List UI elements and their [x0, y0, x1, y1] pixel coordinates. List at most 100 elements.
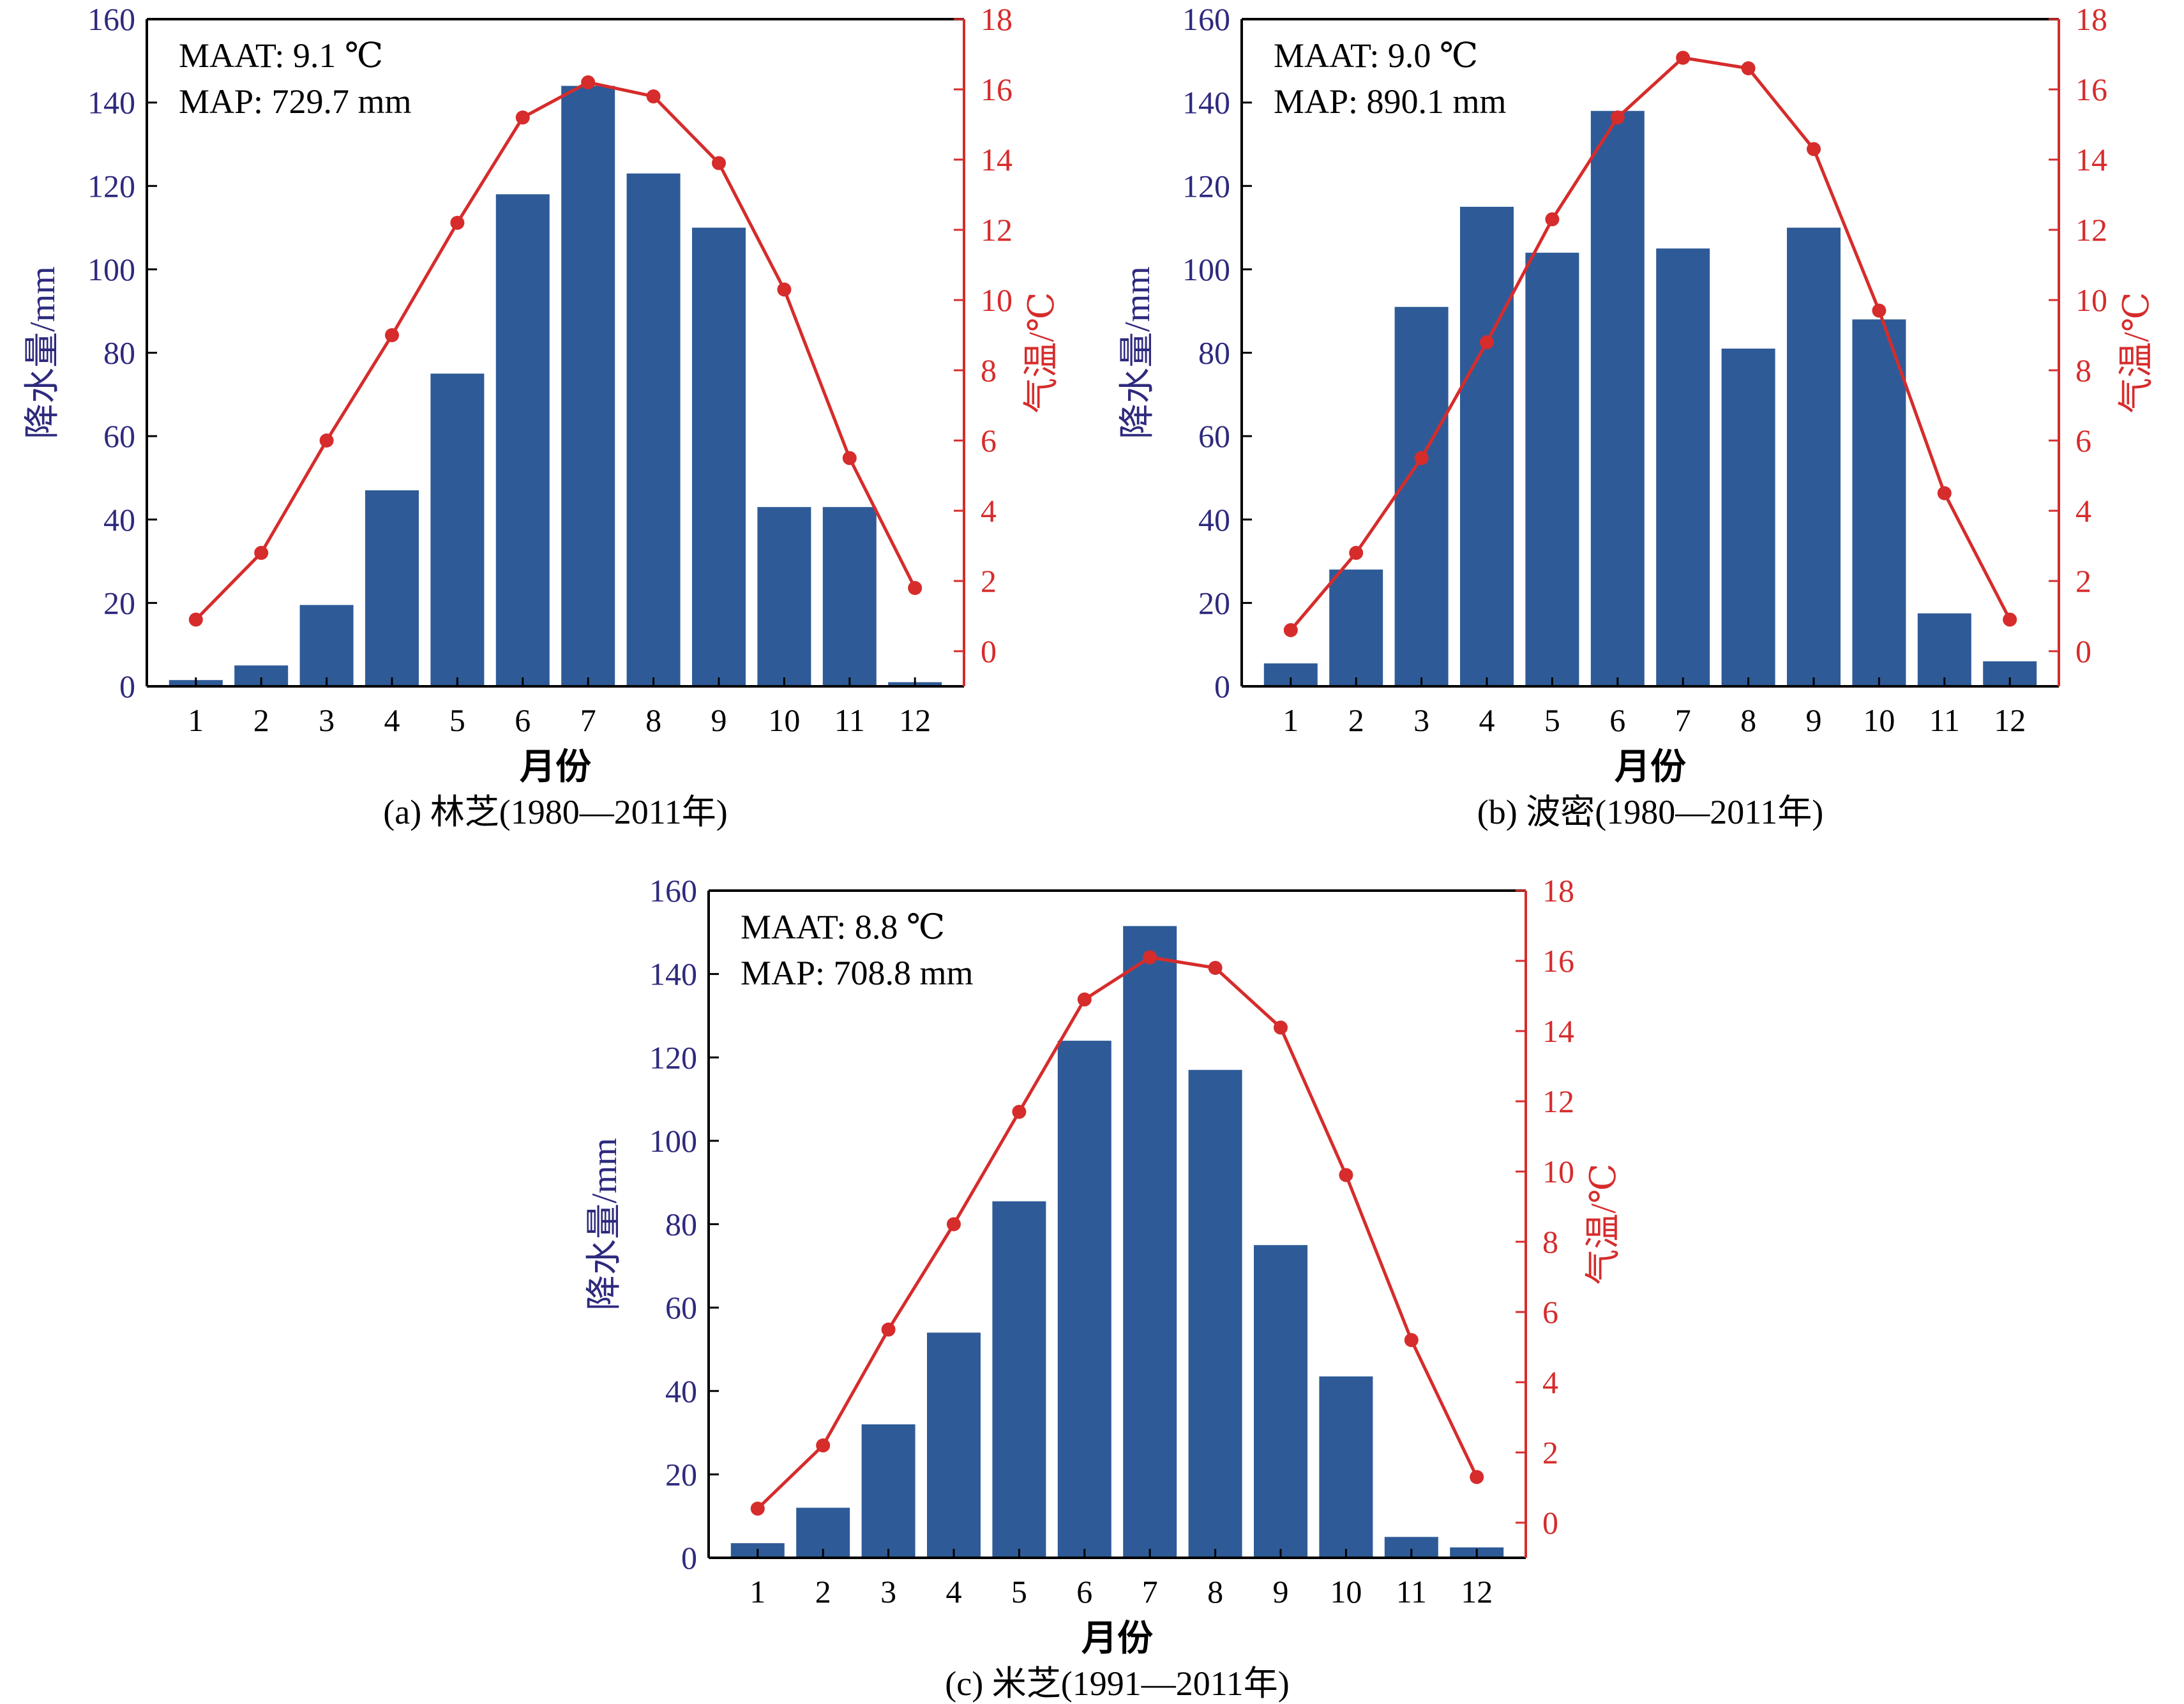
right-tick-label: 18: [2075, 1, 2107, 37]
temperature-point: [881, 1322, 896, 1337]
annotation-text: MAAT: 9.1 ℃: [179, 36, 383, 75]
right-tick-label: 0: [1542, 1505, 1558, 1541]
x-tick-label: 8: [1740, 702, 1756, 738]
temperature-point: [515, 110, 530, 124]
temperature-point: [1470, 1470, 1484, 1484]
temperature-point: [1077, 992, 1092, 1007]
left-tick-label: 100: [87, 252, 135, 287]
temperature-point: [777, 282, 792, 297]
panel-caption: (c) 米芝(1991—2011年): [945, 1664, 1289, 1703]
right-tick-label: 4: [981, 493, 997, 529]
temperature-point: [712, 156, 726, 170]
x-tick-label: 6: [1609, 702, 1625, 738]
left-tick-label: 120: [649, 1039, 697, 1075]
left-tick-label: 0: [119, 668, 135, 704]
left-axis-title: 降水量/mm: [23, 266, 63, 439]
temperature-point: [908, 581, 923, 595]
left-tick-label: 0: [681, 1540, 697, 1576]
temperature-point: [1480, 335, 1494, 349]
temperature-point: [1143, 950, 1157, 965]
left-tick-label: 40: [665, 1373, 697, 1409]
annotation-text: MAP: 890.1 mm: [1274, 82, 1507, 121]
left-tick-label: 140: [87, 85, 135, 121]
precip-bar: [1787, 227, 1841, 687]
left-tick-label: 100: [649, 1123, 697, 1159]
right-tick-label: 14: [981, 142, 1013, 177]
temperature-point: [750, 1502, 765, 1516]
x-tick-label: 10: [1863, 702, 1895, 738]
temperature-point: [646, 89, 661, 103]
temperature-point: [319, 434, 334, 448]
precip-bar: [1254, 1245, 1307, 1558]
precip-bar: [365, 490, 419, 686]
annotation-text: MAAT: 8.8 ℃: [741, 908, 945, 946]
precip-bar: [1329, 569, 1383, 686]
temperature-point: [1545, 212, 1560, 227]
precip-bar: [1917, 613, 1971, 686]
x-tick-label: 10: [1330, 1574, 1362, 1610]
x-tick-label: 2: [1348, 702, 1364, 738]
right-axis-title: 气温/℃: [1022, 292, 1062, 413]
temperature-point: [1404, 1333, 1419, 1347]
left-tick-label: 120: [1182, 168, 1230, 204]
temperature-point: [1012, 1105, 1027, 1119]
x-tick-label: 1: [1283, 702, 1299, 738]
right-tick-label: 12: [1542, 1083, 1574, 1119]
precip-bar: [1057, 1041, 1111, 1558]
x-tick-label: 4: [384, 702, 400, 738]
precip-bar: [1123, 926, 1177, 1558]
left-axis-title: 降水量/mm: [1118, 266, 1157, 439]
left-tick-label: 140: [1182, 85, 1230, 121]
x-tick-label: 5: [1011, 1574, 1027, 1610]
x-tick-label: 7: [1675, 702, 1691, 738]
left-tick-label: 80: [665, 1207, 697, 1242]
temperature-point: [1283, 623, 1298, 637]
precip-bar: [1188, 1069, 1242, 1558]
temperature-point: [1208, 961, 1223, 975]
precip-bar: [430, 373, 485, 686]
right-tick-label: 18: [981, 1, 1013, 37]
x-tick-label: 3: [880, 1574, 896, 1610]
right-tick-label: 14: [1542, 1013, 1574, 1049]
left-tick-label: 140: [649, 956, 697, 992]
precip-bar: [1721, 349, 1775, 686]
temperature-point: [581, 75, 596, 89]
x-tick-label: 12: [1461, 1574, 1493, 1610]
x-tick-label: 12: [1994, 702, 2026, 738]
left-tick-label: 20: [665, 1456, 697, 1492]
x-tick-label: 9: [1273, 1574, 1289, 1610]
x-tick-label: 1: [188, 702, 204, 738]
x-tick-label: 10: [768, 702, 800, 738]
left-tick-label: 60: [665, 1290, 697, 1325]
left-tick-label: 160: [649, 873, 697, 909]
right-tick-label: 16: [2075, 72, 2107, 107]
right-tick-label: 14: [2075, 142, 2107, 177]
temperature-point: [1274, 1020, 1288, 1035]
left-tick-label: 0: [1214, 668, 1230, 704]
left-tick-label: 20: [103, 585, 135, 621]
temperature-point: [2003, 612, 2017, 627]
panel-caption: (b) 波密(1980—2011年): [1477, 793, 1823, 831]
right-tick-label: 12: [981, 212, 1013, 248]
temperature-point: [842, 451, 857, 465]
temperature-line: [195, 80, 917, 621]
precip-bar: [992, 1201, 1046, 1558]
x-tick-label: 7: [580, 702, 596, 738]
x-tick-label: 4: [946, 1574, 962, 1610]
temperature-point: [947, 1217, 961, 1232]
precip-bar: [1525, 252, 1579, 687]
precip-bar: [1394, 306, 1449, 686]
right-tick-label: 10: [1542, 1154, 1574, 1189]
x-tick-label: 11: [1396, 1574, 1427, 1610]
right-tick-label: 10: [981, 282, 1013, 318]
left-axis-title: 降水量/mm: [585, 1138, 624, 1311]
right-tick-label: 6: [981, 423, 997, 458]
x-tick-label: 8: [645, 702, 661, 738]
left-tick-label: 160: [87, 1, 135, 37]
left-tick-label: 40: [103, 502, 135, 538]
left-tick-label: 60: [103, 418, 135, 454]
right-tick-label: 2: [981, 563, 997, 599]
x-tick-label: 11: [1929, 702, 1960, 738]
left-tick-label: 20: [1198, 585, 1230, 621]
x-tick-label: 6: [515, 702, 531, 738]
